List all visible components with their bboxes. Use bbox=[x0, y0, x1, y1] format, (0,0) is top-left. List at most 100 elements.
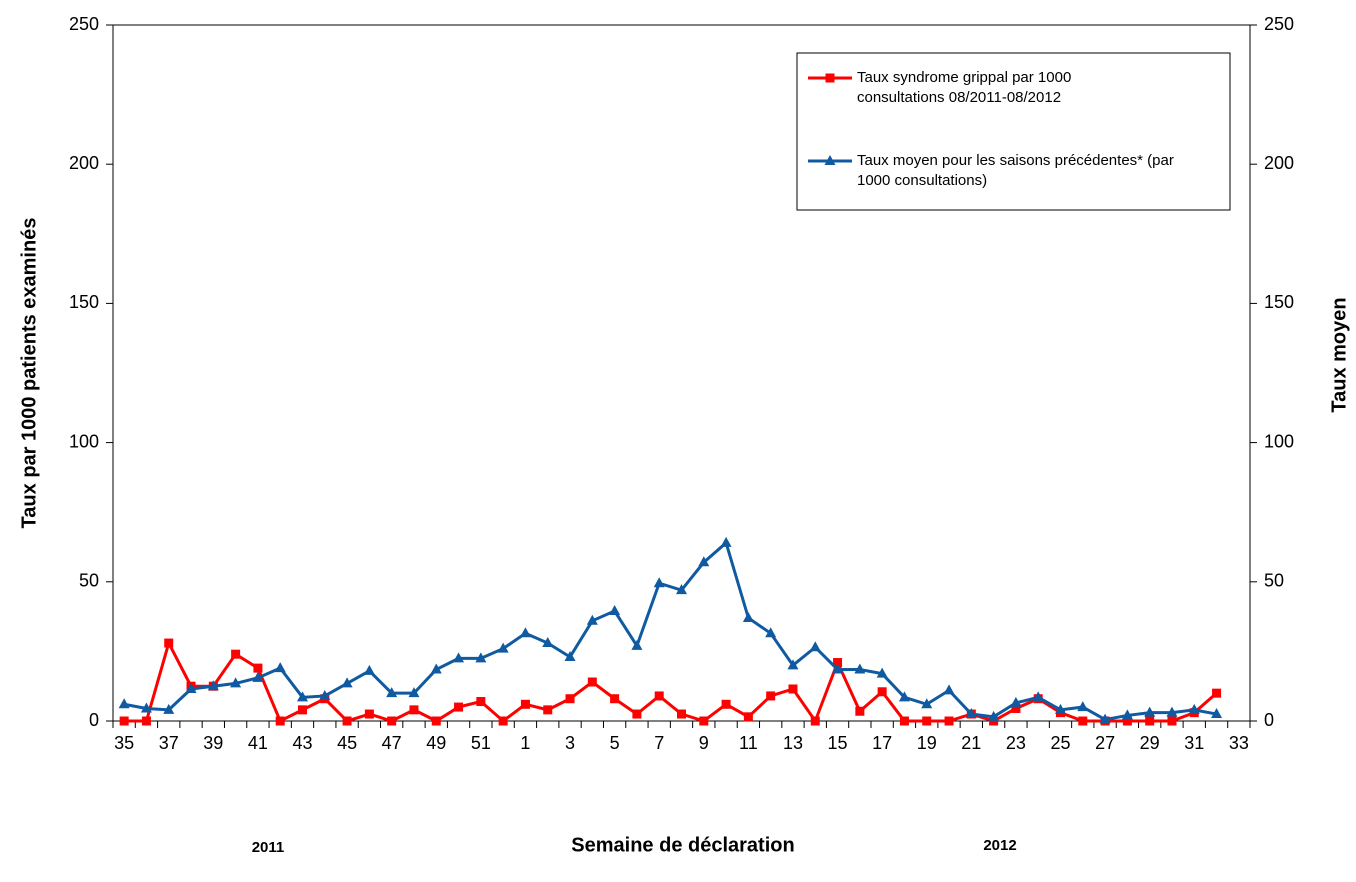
data-point bbox=[677, 709, 686, 719]
series-line bbox=[123, 540, 1217, 722]
y2-tick-label: 100 bbox=[1264, 431, 1294, 451]
data-point bbox=[898, 691, 910, 702]
data-point bbox=[810, 716, 820, 726]
data-point bbox=[788, 684, 798, 694]
data-point bbox=[809, 641, 821, 652]
x-tick-label: 39 bbox=[203, 733, 223, 753]
data-point bbox=[965, 708, 977, 719]
data-point bbox=[587, 677, 597, 687]
x-axis-title: Semaine de déclaration bbox=[571, 834, 794, 856]
data-point bbox=[787, 659, 799, 670]
x-tick-label: 1 bbox=[520, 733, 530, 753]
data-point bbox=[1144, 706, 1156, 717]
data-point bbox=[387, 716, 397, 726]
data-point bbox=[1166, 706, 1178, 717]
data-point bbox=[632, 709, 642, 719]
data-point bbox=[141, 716, 151, 726]
y-axis-title: Taux par 1000 patients examinés bbox=[18, 218, 40, 529]
data-point bbox=[721, 699, 731, 709]
y-tick-label: 50 bbox=[79, 571, 99, 591]
data-point bbox=[944, 716, 954, 726]
x-tick-label: 17 bbox=[872, 733, 892, 753]
data-point bbox=[119, 716, 129, 726]
data-point bbox=[1145, 716, 1155, 726]
data-point bbox=[118, 698, 130, 709]
data-point bbox=[765, 627, 777, 638]
data-point bbox=[699, 716, 709, 726]
data-point bbox=[1032, 691, 1044, 702]
data-point bbox=[454, 702, 464, 712]
data-point bbox=[298, 705, 307, 715]
y-tick-label: 200 bbox=[69, 153, 99, 173]
x-tick-label: 9 bbox=[699, 733, 709, 753]
data-point bbox=[363, 664, 375, 675]
data-point bbox=[609, 605, 621, 616]
data-point bbox=[1211, 708, 1223, 719]
data-point bbox=[431, 716, 441, 726]
y2-tick-label: 150 bbox=[1264, 292, 1294, 312]
data-point bbox=[720, 536, 732, 547]
x-tick-label: 37 bbox=[159, 733, 179, 753]
data-point bbox=[631, 639, 643, 650]
x-tick-label: 33 bbox=[1229, 733, 1249, 753]
y2-tick-label: 50 bbox=[1264, 571, 1284, 591]
x-tick-label: 35 bbox=[114, 733, 134, 753]
data-point bbox=[922, 716, 932, 726]
data-point bbox=[1099, 713, 1111, 724]
data-point bbox=[1055, 703, 1066, 714]
series-line bbox=[124, 639, 1218, 725]
legend-box bbox=[796, 52, 1231, 211]
data-point bbox=[498, 716, 508, 726]
data-point bbox=[386, 687, 398, 698]
data-point bbox=[1167, 716, 1177, 726]
data-point bbox=[1212, 688, 1222, 698]
data-point bbox=[274, 662, 286, 673]
data-point bbox=[476, 697, 486, 707]
data-point bbox=[610, 694, 620, 704]
data-point bbox=[565, 694, 575, 704]
data-point bbox=[342, 716, 352, 726]
legend-marker bbox=[824, 155, 836, 165]
x-tick-label: 43 bbox=[292, 733, 312, 753]
year-label: 2011 bbox=[252, 839, 285, 856]
data-point bbox=[855, 706, 865, 716]
data-point bbox=[1122, 716, 1132, 726]
data-point bbox=[319, 689, 331, 700]
x-tick-label: 13 bbox=[783, 733, 803, 753]
data-point bbox=[275, 716, 285, 726]
data-point bbox=[408, 687, 420, 698]
data-point bbox=[1188, 703, 1200, 714]
data-point bbox=[542, 637, 554, 648]
x-tick-label: 19 bbox=[917, 733, 937, 753]
data-point bbox=[832, 663, 844, 674]
data-point bbox=[453, 652, 465, 663]
x-tick-label: 23 bbox=[1006, 733, 1026, 753]
data-point bbox=[564, 650, 576, 661]
legend-marker bbox=[825, 73, 835, 83]
data-point bbox=[164, 638, 174, 648]
x-tick-label: 31 bbox=[1184, 733, 1204, 753]
year-label: 2012 bbox=[983, 837, 1016, 854]
data-point bbox=[364, 709, 374, 719]
x-tick-label: 49 bbox=[426, 733, 446, 753]
data-point bbox=[543, 705, 553, 715]
data-point bbox=[743, 712, 753, 722]
x-tick-label: 27 bbox=[1095, 733, 1115, 753]
x-tick-label: 41 bbox=[248, 733, 268, 753]
data-point bbox=[988, 710, 1000, 721]
y-tick-label: 100 bbox=[69, 431, 99, 451]
legend-label: Taux syndrome grippal par 1000 consultat… bbox=[857, 69, 1072, 106]
legend-label: Taux moyen pour les saisons précédentes*… bbox=[857, 152, 1174, 189]
data-point bbox=[876, 667, 888, 678]
data-point bbox=[519, 627, 531, 638]
x-tick-label: 21 bbox=[961, 733, 981, 753]
data-point bbox=[497, 642, 509, 653]
y2-tick-label: 0 bbox=[1264, 710, 1274, 730]
data-point bbox=[854, 663, 866, 674]
data-point bbox=[1077, 701, 1089, 712]
data-point bbox=[1078, 716, 1088, 726]
y-tick-label: 150 bbox=[69, 292, 99, 312]
data-point bbox=[877, 687, 887, 697]
x-tick-label: 25 bbox=[1050, 733, 1070, 753]
